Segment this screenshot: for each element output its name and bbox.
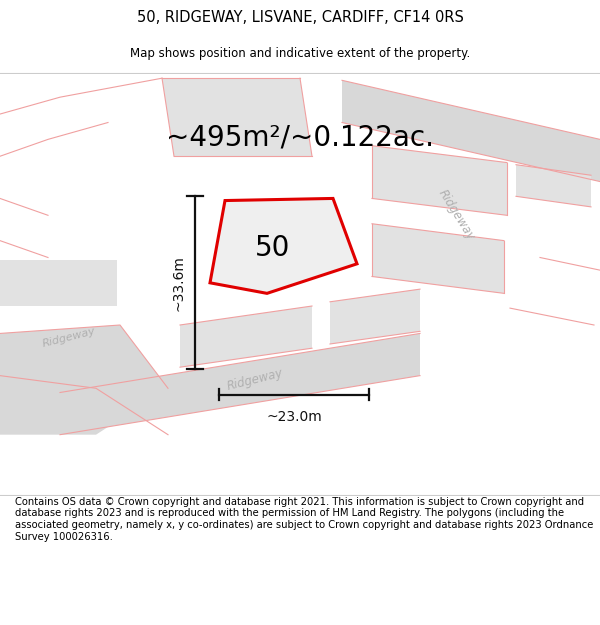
Polygon shape	[210, 199, 357, 293]
Text: ~495m²/~0.122ac.: ~495m²/~0.122ac.	[166, 123, 434, 151]
Text: Contains OS data © Crown copyright and database right 2021. This information is : Contains OS data © Crown copyright and d…	[15, 497, 593, 542]
Text: ~33.6m: ~33.6m	[171, 255, 185, 311]
Polygon shape	[342, 80, 600, 181]
Polygon shape	[372, 224, 504, 293]
Text: Ridgeway: Ridgeway	[41, 326, 97, 349]
Polygon shape	[60, 334, 420, 435]
Text: Map shows position and indicative extent of the property.: Map shows position and indicative extent…	[130, 48, 470, 61]
Text: 50, RIDGEWAY, LISVANE, CARDIFF, CF14 0RS: 50, RIDGEWAY, LISVANE, CARDIFF, CF14 0RS	[137, 11, 463, 26]
Polygon shape	[330, 289, 420, 344]
Polygon shape	[0, 325, 168, 435]
Polygon shape	[180, 306, 312, 367]
Text: ~23.0m: ~23.0m	[266, 409, 322, 424]
Polygon shape	[162, 78, 312, 156]
Polygon shape	[0, 259, 117, 306]
Text: 50: 50	[255, 234, 290, 262]
Polygon shape	[516, 164, 591, 207]
Text: Ridgeway: Ridgeway	[435, 188, 477, 243]
Polygon shape	[372, 146, 507, 215]
Text: Ridgeway: Ridgeway	[226, 367, 284, 393]
